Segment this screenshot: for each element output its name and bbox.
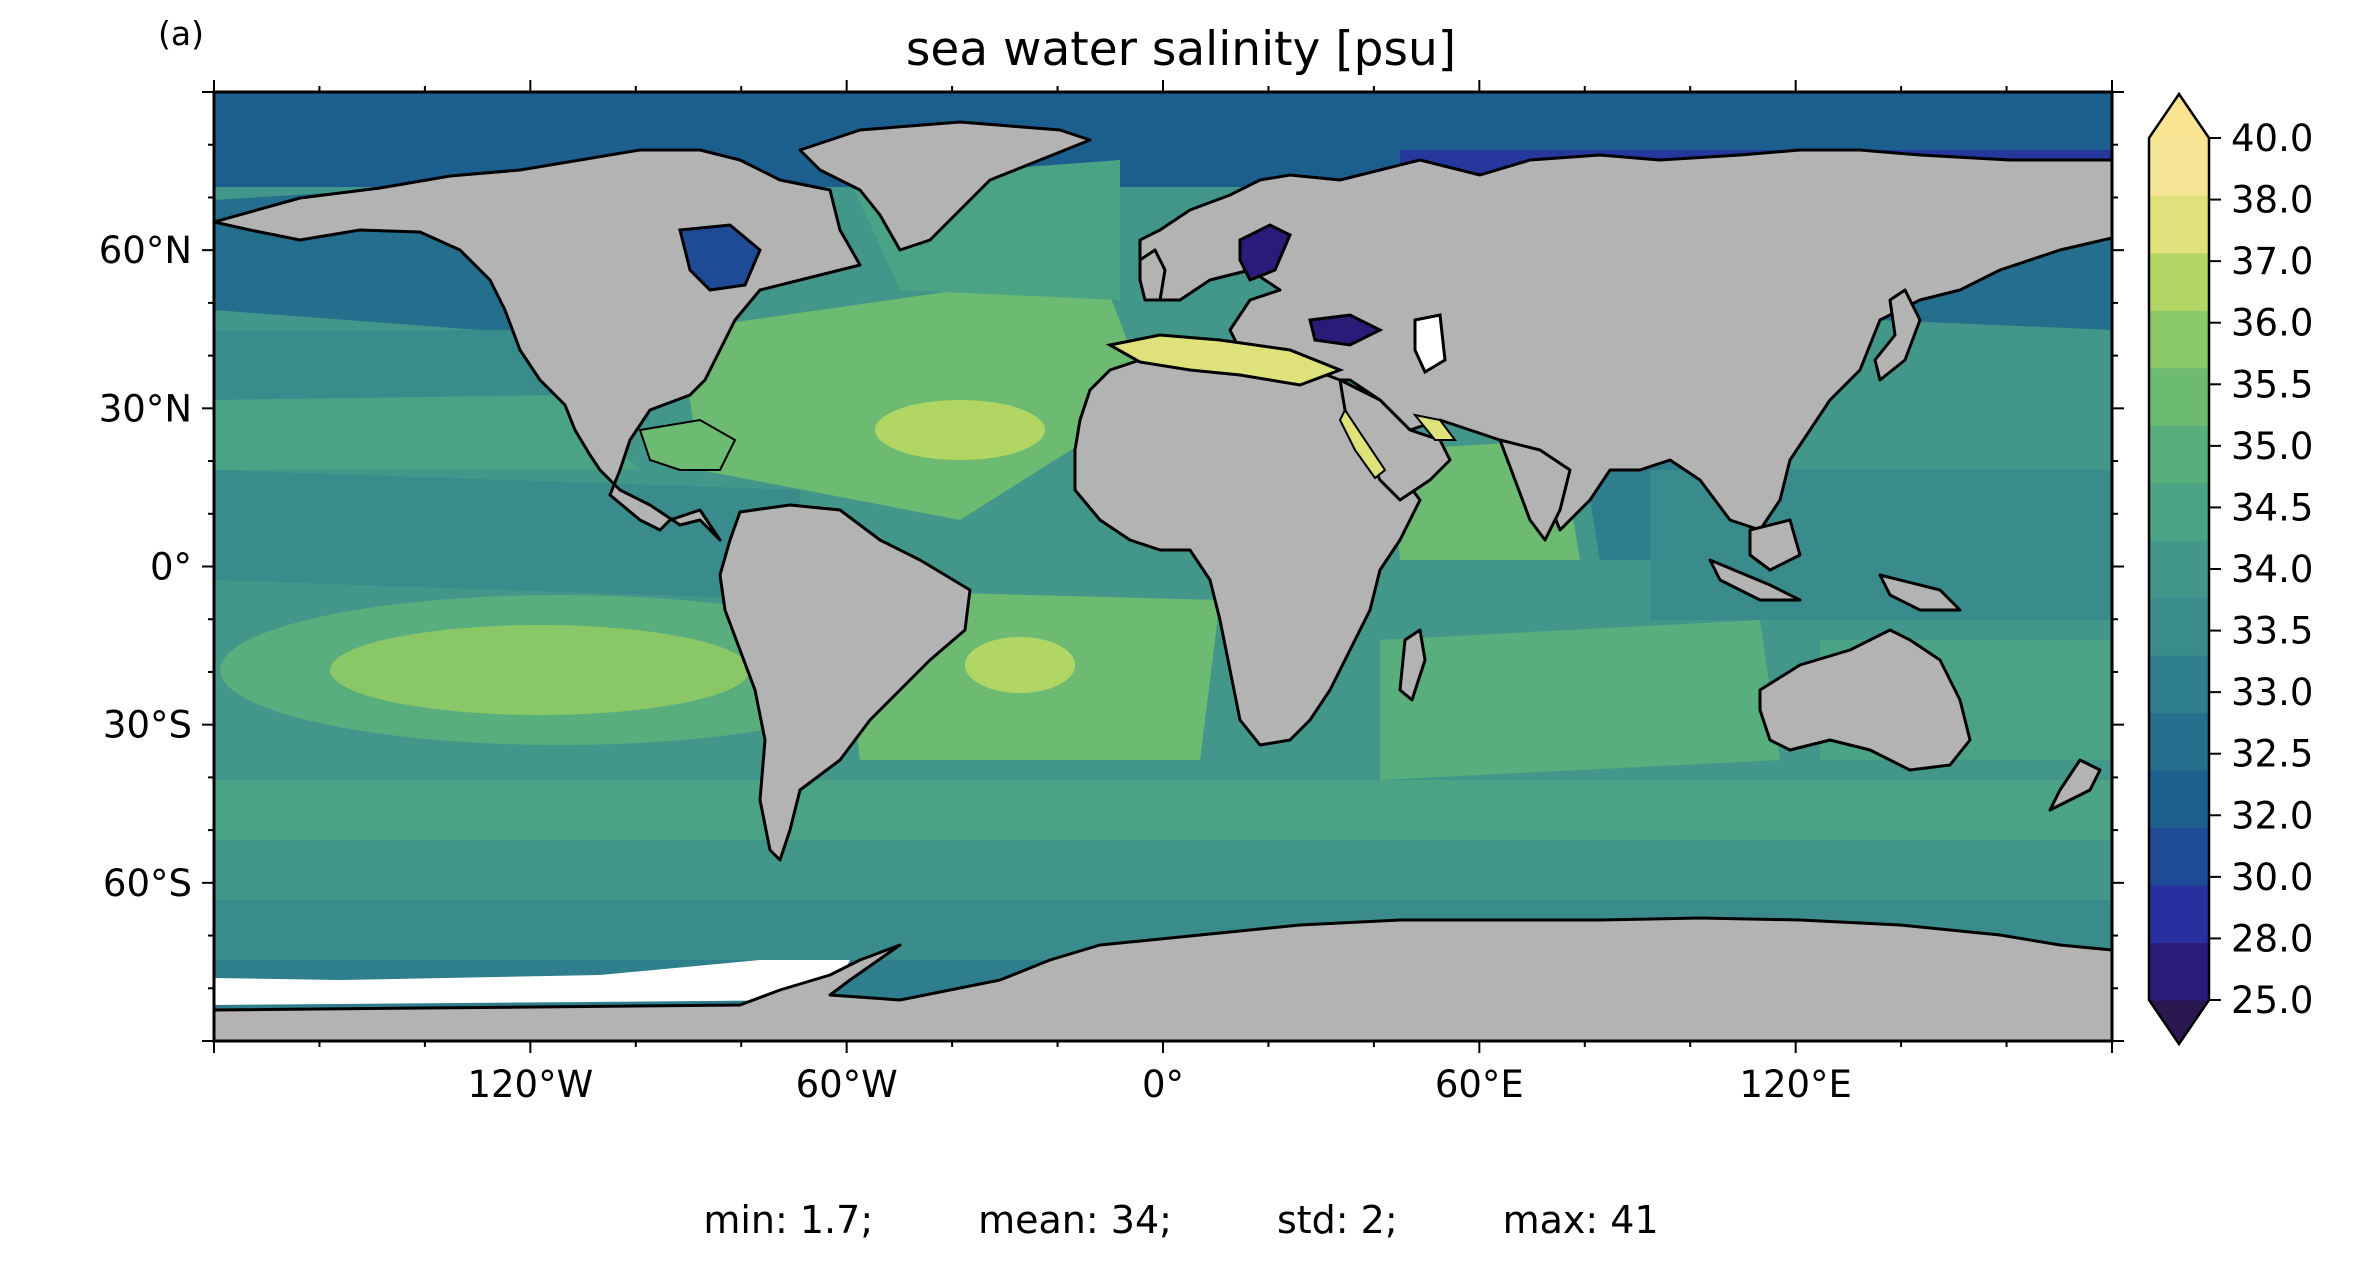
salinity-band-south-pacific-core: [330, 625, 750, 715]
land-india: [1498, 438, 1572, 542]
salinity-band-southern-ocean-1: [214, 780, 2112, 840]
salinity-band-north-atlantic: [680, 270, 1150, 520]
colorbar-segment: [2149, 885, 2209, 944]
latitude-axis: 60°N 30°N 0° 30°S 60°S: [99, 91, 2124, 1042]
colorbar-segment: [2149, 310, 2209, 369]
lon-tick-label: 0°: [1142, 1063, 1184, 1106]
lon-tick-label: 120°E: [1739, 1063, 1852, 1106]
colorbar-tick-label: 32.5: [2231, 733, 2313, 776]
colorbar-tick-label: 33.0: [2231, 671, 2313, 714]
stat-std: std: 2;: [1276, 1198, 1398, 1242]
lat-tick-label: 60°S: [103, 862, 192, 905]
land-borneo: [1748, 518, 1802, 572]
land-new-zealand: [2048, 758, 2102, 812]
black-sea: [1308, 313, 1384, 347]
land-uk: [1138, 248, 1167, 302]
colorbar-tick-label: 25.0: [2231, 979, 2313, 1022]
colorbar-segment: [2149, 195, 2209, 254]
baltic-sea: [1238, 223, 1292, 282]
lat-tick-label: 0°: [150, 546, 192, 589]
colorbar-tick-label: 36.0: [2231, 302, 2313, 345]
lon-tick-label: 60°W: [796, 1063, 898, 1106]
colorbar-segment: [2149, 252, 2209, 311]
land-antarctica: [214, 916, 2112, 1041]
colorbar-segment: [2149, 540, 2209, 599]
land-south-america: [718, 503, 972, 862]
colorbar-segment: [2149, 827, 2209, 886]
salinity-band-north-pacific-high: [214, 395, 640, 470]
colorbar-tick-label: 34.5: [2231, 486, 2313, 529]
salinity-band-eq-pacific: [214, 470, 800, 600]
colorbar-tick-label: 38.0: [2231, 179, 2313, 222]
stat-min: min: 1.7;: [703, 1198, 874, 1242]
stat-max: max: 41: [1502, 1198, 1659, 1242]
longitude-axis: 120°W 60°W 0° 60°E 120°E: [213, 80, 2113, 1106]
land-greenland: [798, 120, 1092, 252]
land-new-guinea: [1878, 573, 1962, 612]
colorbar-tick-label: 32.0: [2231, 794, 2313, 837]
lon-tick-label: 60°E: [1435, 1063, 1524, 1106]
colorbar-tick-label: 40.0: [2231, 117, 2313, 160]
salinity-band-south-indian: [1380, 620, 1780, 780]
statistics-line: min: 1.7; mean: 34; std: 2; max: 41: [0, 1198, 2362, 1242]
stat-mean: mean: 34;: [978, 1198, 1172, 1242]
gulf-of-mexico: [638, 418, 737, 471]
lon-tick-label: 120°W: [467, 1063, 593, 1106]
colorbar-tick-label: 34.0: [2231, 548, 2313, 591]
salinity-band-south-atlantic-core: [965, 637, 1075, 693]
colorbar-segment: [2149, 712, 2209, 771]
red-sea: [1338, 408, 1387, 480]
land-madagascar: [1398, 628, 1427, 702]
panel-label: (a): [158, 14, 204, 53]
lat-tick-label: 60°N: [99, 229, 192, 272]
hudson-bay: [678, 223, 762, 292]
land-australia: [1758, 628, 1972, 772]
colorbar-tick-label: 33.5: [2231, 610, 2313, 653]
salinity-map: 60°N 30°N 0° 30°S 60°S 120°W 60°W 0° 60°E 120°E: [99, 80, 2124, 1106]
salinity-band-southern-ocean-2: [214, 840, 2112, 900]
land-japan: [1873, 288, 1922, 382]
persian-gulf: [1412, 413, 1457, 441]
antarctic-ice: [214, 960, 850, 1005]
colorbar-tick-label: 35.5: [2231, 363, 2313, 406]
colorbar-segment: [2149, 425, 2209, 484]
colorbar-extend-under: [2149, 1000, 2209, 1044]
colorbar-segment: [2149, 367, 2209, 426]
land-indonesia: [1708, 558, 1802, 602]
figure-title: sea water salinity [psu]: [905, 22, 1457, 77]
lat-tick-label: 30°N: [99, 387, 192, 430]
caspian-sea: [1413, 313, 1447, 375]
colorbar-tick-label: 37.0: [2231, 240, 2313, 283]
colorbar-segment: [2149, 942, 2209, 1001]
colorbar-tick-label: 35.0: [2231, 425, 2313, 468]
colorbar-segment: [2149, 655, 2209, 714]
salinity-band-north-atlantic-core: [875, 400, 1045, 460]
colorbar-segment: [2149, 770, 2209, 829]
colorbar-segment: [2149, 597, 2209, 656]
lat-tick-label: 30°S: [103, 704, 192, 747]
colorbar-tick-label: 28.0: [2231, 917, 2313, 960]
mediterranean-sea: [1105, 333, 1345, 387]
colorbar-extend-over: [2149, 94, 2209, 138]
colorbar-segment: [2149, 138, 2209, 196]
colorbar-tick-label: 30.0: [2231, 856, 2313, 899]
colorbar: 25.0 28.0 30.0 32.0 32.5 33.0 33.5 34.0 34.5 35.0…: [2147, 91, 2313, 1047]
colorbar-segment: [2149, 482, 2209, 541]
